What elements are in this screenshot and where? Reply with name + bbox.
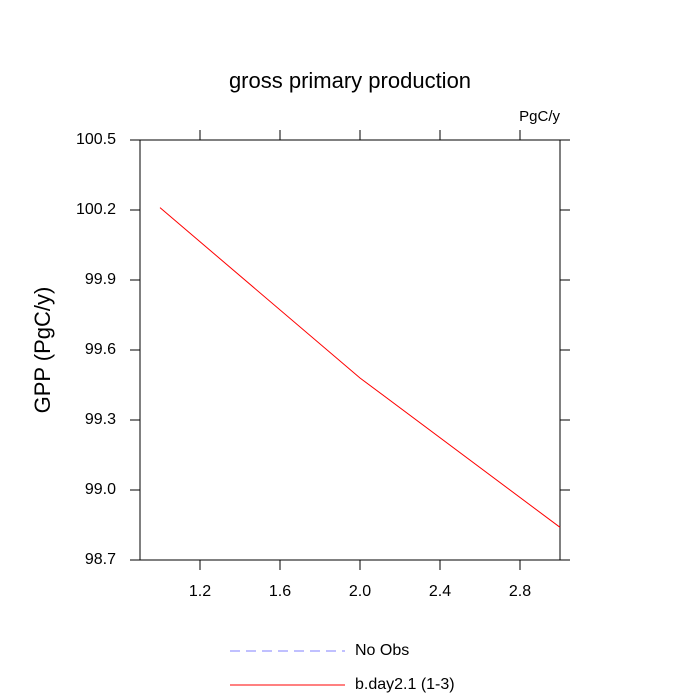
- y-tick-label: 100.5: [76, 131, 116, 148]
- y-tick-label: 99.3: [85, 411, 116, 428]
- x-tick-label: 1.2: [189, 583, 211, 600]
- plot-frame: [139, 139, 561, 561]
- legend-label: No Obs: [355, 642, 409, 659]
- series-line: [159, 207, 561, 528]
- y-tick-label: 99.9: [85, 271, 116, 288]
- x-tick-label: 2.4: [429, 583, 451, 600]
- x-tick-label: 2.8: [509, 583, 531, 600]
- chart-title: gross primary production: [229, 68, 471, 93]
- y-tick-label: 99.0: [85, 481, 116, 498]
- y-tick-label: 98.7: [85, 551, 116, 568]
- legend-label: b.day2.1 (1-3): [355, 676, 455, 693]
- units-label: PgC/y: [519, 108, 560, 125]
- y-tick-label: 100.2: [76, 201, 116, 218]
- y-tick-label: 99.6: [85, 341, 116, 358]
- x-tick-label: 1.6: [269, 583, 291, 600]
- x-tick-label: 2.0: [349, 583, 371, 600]
- y-axis-label: GPP (PgC/y): [30, 287, 55, 414]
